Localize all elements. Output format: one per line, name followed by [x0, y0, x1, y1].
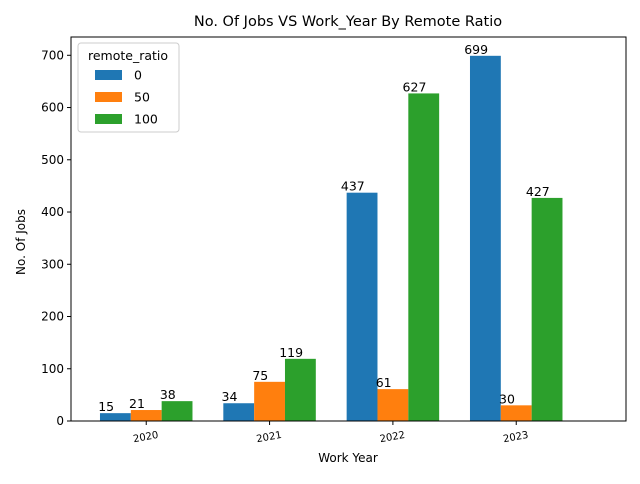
data-label-0-2022: 437: [341, 179, 365, 194]
legend-swatch-100: [95, 114, 122, 124]
bar-100-2021: [284, 358, 316, 421]
data-label-100-2021: 119: [279, 345, 303, 360]
bar-100-2023: [531, 197, 563, 421]
data-label-50-2020: 21: [129, 396, 145, 411]
y-tick-label: 0: [56, 414, 64, 428]
legend-swatch-50: [95, 92, 122, 102]
bar-0-2021: [223, 403, 255, 421]
legend-label-50: 50: [134, 90, 150, 105]
y-axis-label: No. Of Jobs: [14, 209, 28, 275]
legend-label-0: 0: [134, 68, 142, 83]
data-label-50-2022: 61: [376, 375, 392, 390]
y-tick-label: 500: [41, 153, 64, 167]
legend-label-100: 100: [134, 112, 158, 127]
data-label-50-2023: 30: [499, 391, 515, 406]
data-label-0-2020: 15: [98, 399, 114, 414]
legend-swatch-0: [95, 70, 122, 80]
y-tick-label: 200: [41, 310, 64, 324]
chart-title: No. Of Jobs VS Work_Year By Remote Ratio: [194, 14, 502, 30]
x-tick-label: 2022: [379, 430, 406, 445]
plot-frame: [70, 36, 627, 422]
y-tick-label: 300: [41, 257, 64, 271]
bar-100-2022: [408, 93, 440, 422]
legend-title: remote_ratio: [88, 48, 168, 63]
x-axis-label: Work Year: [318, 451, 378, 465]
data-label-100-2022: 627: [403, 79, 427, 94]
data-label-0-2021: 34: [222, 389, 238, 404]
y-tick-label: 400: [41, 205, 64, 219]
x-tick-label: 2020: [132, 430, 159, 445]
bar-0-2020: [99, 413, 131, 421]
bar-50-2022: [377, 389, 409, 421]
x-tick-label: 2023: [502, 430, 529, 445]
data-label-100-2020: 38: [160, 387, 176, 402]
y-tick-label: 600: [41, 101, 64, 115]
bar-50-2020: [130, 410, 162, 421]
bar-100-2020: [161, 401, 193, 421]
bar-0-2022: [346, 192, 378, 421]
bar-0-2023: [469, 55, 501, 422]
y-tick-label: 700: [41, 48, 64, 62]
bar-50-2021: [254, 381, 285, 421]
x-tick-label: 2021: [256, 430, 283, 445]
data-label-50-2021: 75: [252, 368, 268, 383]
legend-frame: [77, 42, 180, 133]
data-label-100-2023: 427: [526, 184, 550, 199]
legend: remote_ratio 0 50 100: [77, 42, 180, 133]
y-tick-label: 100: [41, 362, 64, 376]
data-label-0-2023: 699: [464, 42, 488, 57]
bar-50-2023: [500, 405, 532, 421]
